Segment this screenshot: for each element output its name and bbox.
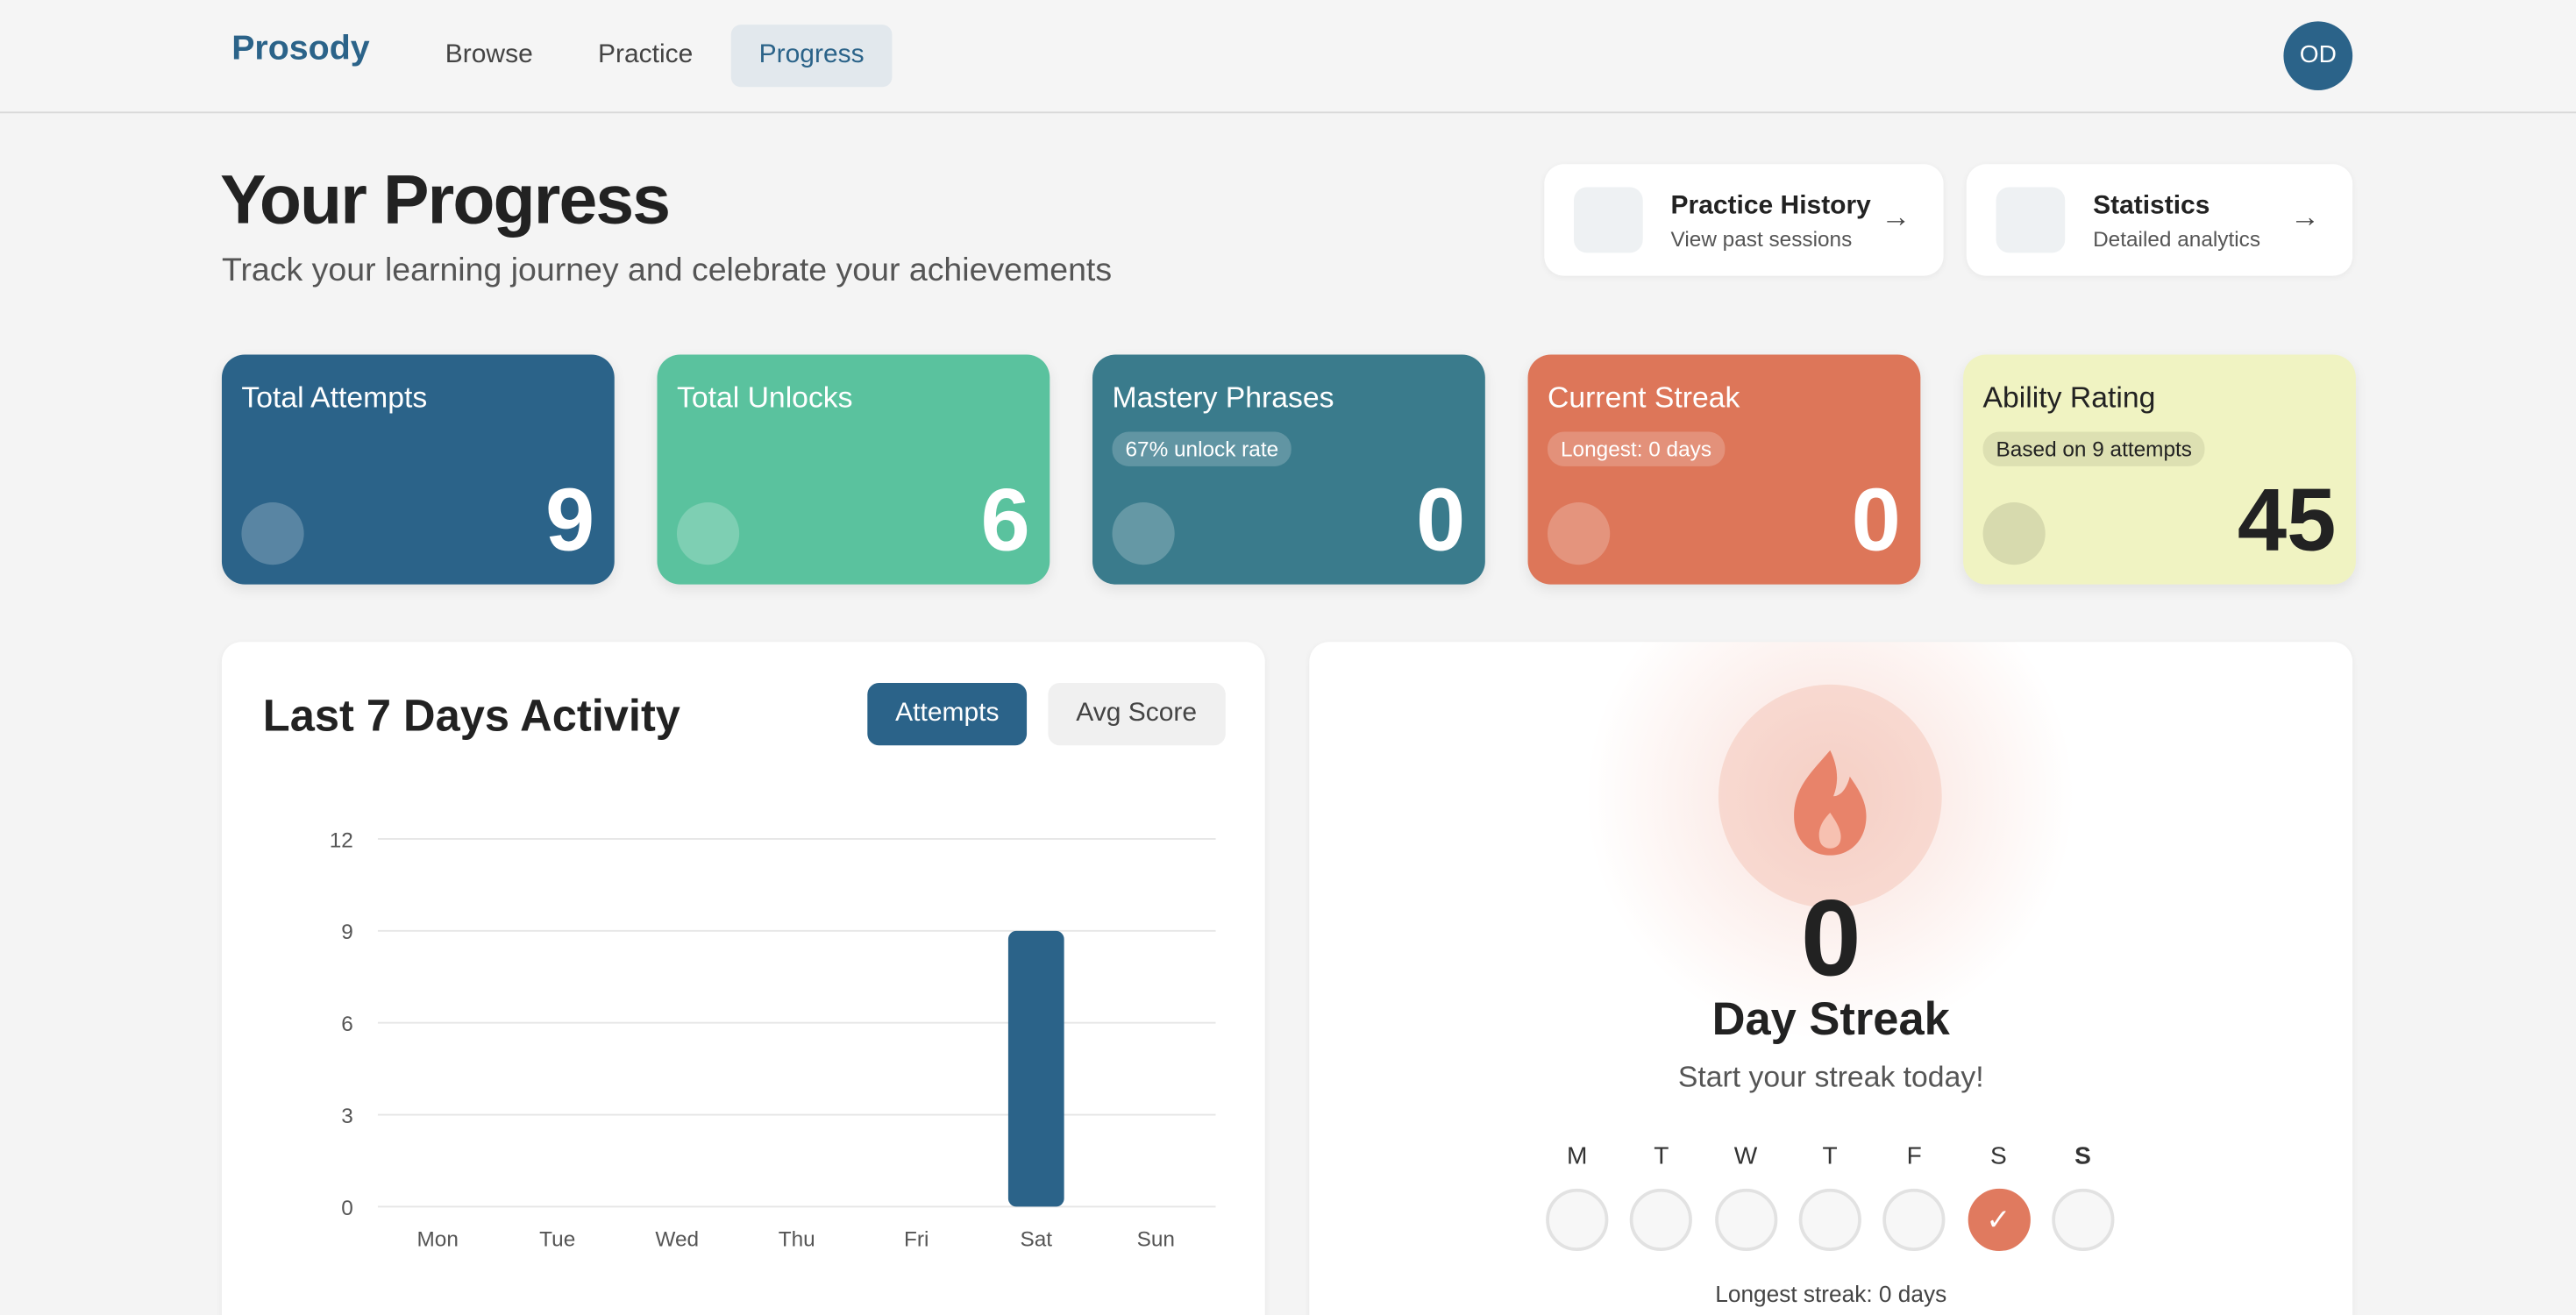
streak-card: 0 Day Streak Start your streak today! Lo… [1309, 642, 2353, 1315]
chart-tab[interactable]: Attempts [867, 683, 1028, 746]
flame-circle [1718, 684, 1942, 908]
stat-icon [1112, 502, 1175, 565]
stat-card: Mastery Phrases 67% unlock rate 0 [1092, 354, 1485, 585]
page-title: Your Progress [220, 160, 671, 238]
stat-card: Total Unlocks 6 [657, 354, 1050, 585]
stat-value: 9 [544, 471, 595, 570]
day-circle: ✓ [1967, 1188, 2030, 1251]
link-arrow: → [1881, 200, 1911, 233]
x-tick-label: Fri [904, 1227, 929, 1251]
link-arrow: → [2289, 200, 2320, 233]
stat-title: Total Unlocks [676, 380, 853, 414]
day-circle [1798, 1188, 1861, 1251]
logo[interactable]: Prosody [231, 29, 370, 68]
longest-streak: Longest streak: 0 days [1715, 1280, 1947, 1307]
x-tick-label: Mon [417, 1227, 459, 1251]
streak-value: 0 [1800, 877, 1861, 999]
link-title: Statistics [2093, 192, 2210, 220]
x-tick-label: Sun [1137, 1227, 1175, 1251]
link-icon [1996, 187, 2066, 253]
link-icon [1574, 187, 1643, 253]
bar [1007, 930, 1064, 1207]
stat-icon [1982, 502, 2046, 565]
y-tick-label: 12 [330, 828, 353, 852]
stat-badge: Longest: 0 days [1548, 431, 1726, 466]
link-card[interactable]: Statistics Detailed analytics → [1966, 164, 2353, 276]
streak-message: Start your streak today! [1677, 1060, 1984, 1094]
nav-item[interactable]: Browse [445, 40, 533, 69]
day-circle [1546, 1188, 1609, 1251]
flame-icon [1794, 750, 1867, 856]
chart-title: Last 7 Days Activity [262, 691, 680, 741]
day-circle [1882, 1188, 1946, 1251]
link-card[interactable]: Practice History View past sessions → [1544, 164, 1944, 276]
day-letter: W [1733, 1142, 1758, 1171]
stat-badge: 67% unlock rate [1112, 431, 1292, 466]
day-letter: M [1567, 1142, 1588, 1171]
streak-label: Day Streak [1711, 992, 1950, 1045]
link-subtitle: Detailed analytics [2093, 226, 2261, 252]
chart-tab[interactable]: Avg Score [1048, 683, 1225, 746]
link-subtitle: View past sessions [1670, 226, 1853, 252]
day-letter: S [2074, 1142, 2091, 1171]
nav-item[interactable]: Practice [598, 40, 694, 69]
x-tick-label: Wed [655, 1227, 699, 1251]
bar-chart: 0 3 6 9 12 Mon Tue Wed Thu Fri Sat Sun [330, 828, 1216, 1251]
chart-card: Last 7 Days Activity 0 3 6 9 12 Mon Tue Wed Thu F… [221, 642, 1265, 1315]
day-letter: T [1822, 1142, 1838, 1171]
stat-card: Current Streak Longest: 0 days 0 [1527, 354, 1921, 585]
stat-value: 6 [980, 471, 1030, 570]
page-subtitle: Track your learning journey and celebrat… [221, 252, 1113, 289]
stat-value: 45 [2237, 471, 2337, 570]
x-tick-label: Sat [1020, 1227, 1052, 1251]
navbar: Prosody OD Browse Practice Progress [0, 0, 2576, 114]
day-letter: F [1906, 1142, 1922, 1171]
stat-value: 0 [1416, 471, 1466, 570]
stat-title: Total Attempts [241, 380, 428, 414]
y-tick-label: 0 [341, 1197, 353, 1220]
stat-icon [676, 502, 740, 565]
stat-icon [241, 502, 304, 565]
stat-title: Current Streak [1548, 380, 1740, 414]
avatar[interactable]: OD [2283, 21, 2353, 90]
stat-badge: Based on 9 attempts [1982, 431, 2205, 466]
x-tick-label: Thu [779, 1227, 815, 1251]
nav-item[interactable]: Progress [730, 25, 893, 88]
day-circle [1630, 1188, 1693, 1251]
stat-icon [1548, 502, 1611, 565]
stat-title: Mastery Phrases [1112, 380, 1334, 414]
y-tick-label: 3 [341, 1105, 353, 1128]
link-title: Practice History [1670, 192, 1871, 220]
x-tick-label: Tue [539, 1227, 575, 1251]
y-tick-label: 9 [341, 920, 353, 944]
y-tick-label: 6 [341, 1013, 353, 1036]
day-circle [2051, 1188, 2115, 1251]
day-letter: S [1989, 1142, 2007, 1171]
stat-card: Total Attempts 9 [221, 354, 615, 585]
stat-title: Ability Rating [1982, 380, 2156, 414]
day-letter: T [1654, 1142, 1669, 1171]
stat-value: 0 [1851, 471, 1901, 570]
day-circle [1714, 1188, 1777, 1251]
stat-card: Ability Rating Based on 9 attempts 45 [1963, 354, 2356, 585]
